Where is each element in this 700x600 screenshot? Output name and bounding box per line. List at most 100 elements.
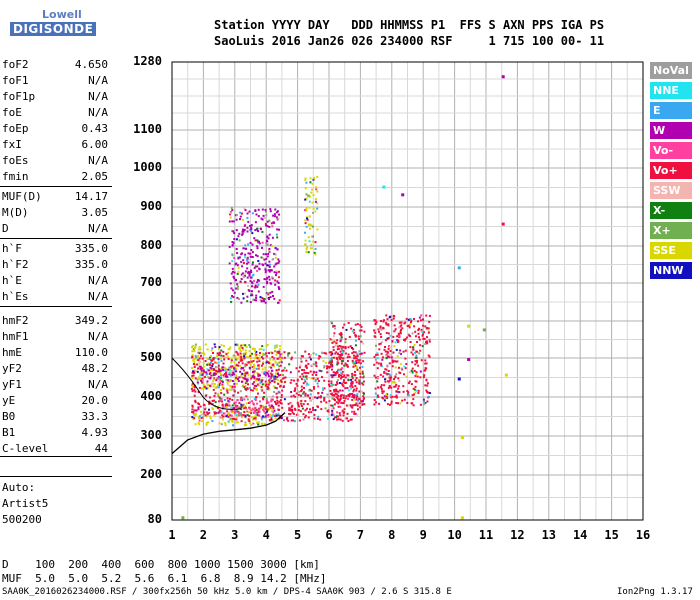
echo-point (353, 398, 356, 401)
echo-point (222, 415, 225, 418)
echo-point (268, 225, 271, 228)
echo-point (347, 378, 350, 381)
echo-point (293, 420, 296, 423)
echo-point (233, 410, 236, 413)
echo-point (192, 418, 195, 421)
echo-point (279, 353, 282, 356)
echo-point (384, 396, 387, 399)
echo-point (242, 228, 244, 231)
param-row: yE 20.0 (2, 393, 108, 409)
echo-point (359, 335, 362, 338)
echo-point (345, 381, 348, 384)
echo-point (398, 352, 401, 355)
echo-point (336, 382, 339, 385)
echo-point (341, 409, 344, 412)
echo-point (293, 407, 296, 410)
echo-point (342, 402, 345, 405)
echo-point (392, 335, 395, 338)
echo-point (340, 333, 343, 336)
echo-point (297, 370, 300, 373)
echo-point (334, 373, 337, 376)
echo-point (421, 334, 424, 337)
echo-point (274, 256, 277, 259)
echo-point (266, 408, 269, 411)
echo-point (393, 315, 396, 318)
echo-point (192, 383, 195, 386)
echo-point (264, 406, 267, 409)
echo-point (333, 403, 336, 406)
echo-point (241, 359, 244, 362)
echo-point (233, 389, 236, 392)
echo-point (340, 377, 342, 380)
x-tick-label: 5 (293, 528, 302, 542)
param-name: hmF2 (2, 314, 29, 327)
echo-point (273, 415, 276, 417)
echo-point (389, 315, 392, 318)
echo-point (210, 374, 213, 377)
echo-point (393, 378, 395, 381)
echo-point (310, 411, 313, 414)
echo-point (319, 355, 322, 358)
echo-point (334, 344, 337, 347)
echo-point (235, 382, 238, 385)
echo-point (313, 371, 316, 374)
echo-point (282, 369, 285, 372)
echo-point (283, 351, 286, 354)
echo-point (220, 369, 223, 372)
echo-point (235, 416, 238, 419)
echo-point (422, 376, 425, 379)
echo-point (243, 355, 246, 358)
echo-point (257, 409, 260, 412)
echo-point (386, 350, 389, 353)
echo-point (198, 423, 201, 426)
echo-point (193, 357, 196, 360)
echo-point (252, 402, 255, 405)
echo-point (230, 212, 233, 215)
echo-point (199, 365, 202, 368)
echo-point (404, 321, 407, 324)
echo-point (420, 319, 422, 322)
echo-point (373, 403, 376, 406)
echo-point (256, 281, 259, 284)
echo-point (252, 422, 255, 425)
echo-point (389, 334, 392, 337)
echo-point (275, 392, 278, 395)
echo-point (398, 379, 401, 382)
echo-point (207, 421, 210, 424)
echo-point (272, 379, 275, 382)
echo-point (399, 349, 402, 352)
echo-point (323, 397, 326, 399)
echo-point (360, 400, 363, 403)
echo-point (258, 348, 261, 351)
x-tick-label: 6 (325, 528, 333, 542)
echo-point (225, 402, 228, 405)
echo-point (305, 377, 308, 380)
echo-point (324, 361, 327, 364)
echo-point (426, 340, 428, 343)
echo-point (389, 353, 392, 356)
echo-point (334, 399, 336, 402)
echo-point (248, 411, 251, 414)
echo-point (384, 378, 386, 381)
echo-point (278, 414, 281, 417)
echo-point (244, 253, 247, 256)
echo-point (260, 422, 263, 425)
echo-point (264, 268, 267, 271)
echo-point (240, 406, 243, 408)
echo-point (237, 270, 240, 273)
echo-point (238, 281, 241, 284)
echo-point (259, 298, 262, 301)
echo-point (373, 363, 376, 366)
echo-point (255, 408, 258, 411)
echo-point (193, 372, 196, 374)
param-name: MUF(D) (2, 190, 42, 203)
echo-point (266, 242, 269, 245)
echo-point (397, 391, 400, 394)
echo-point (412, 353, 415, 356)
echo-point (253, 367, 256, 370)
echo-point (337, 347, 340, 350)
echo-point (394, 381, 397, 384)
echo-point (198, 386, 201, 389)
echo-point (268, 248, 271, 250)
echo-point (377, 328, 380, 331)
